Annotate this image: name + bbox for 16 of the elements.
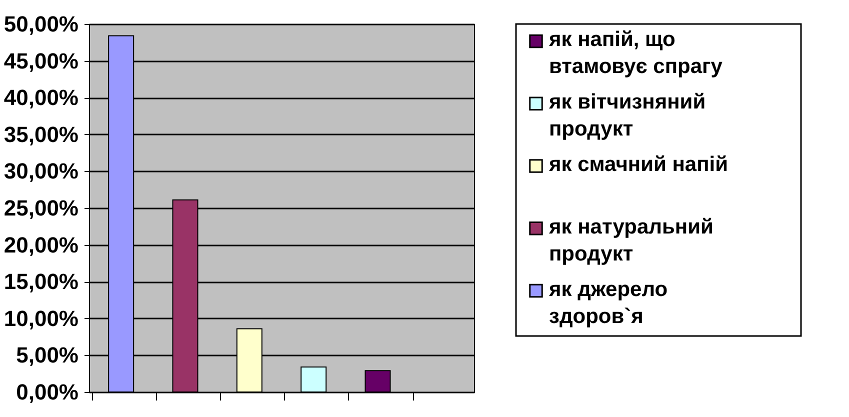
y-tick-label: 40,00%: [4, 85, 78, 110]
y-tick-label: 15,00%: [4, 269, 78, 294]
y-tick-label: 5,00%: [16, 342, 78, 368]
y-tick-label: 10,00%: [4, 306, 78, 331]
y-tick-label: 25,00%: [4, 196, 78, 220]
y-tick-label: 30,00%: [4, 158, 78, 184]
y-tick-label: 20,00%: [4, 232, 78, 258]
y-tick-label: 0,00%: [16, 380, 78, 404]
y-tick-label: 35,00%: [4, 122, 78, 147]
legend-label: як натуральний продукт: [548, 215, 714, 266]
legend-label: як смачний напій: [548, 153, 728, 176]
legend-label: як джерело здоров`я: [548, 278, 668, 328]
legend-label: як напій, що втамовує спрагу: [548, 28, 723, 78]
y-tick-label: 45,00%: [4, 48, 78, 74]
legend-label: як вітчизняний продукт: [548, 90, 706, 141]
y-tick-label: 50,00%: [4, 12, 78, 36]
